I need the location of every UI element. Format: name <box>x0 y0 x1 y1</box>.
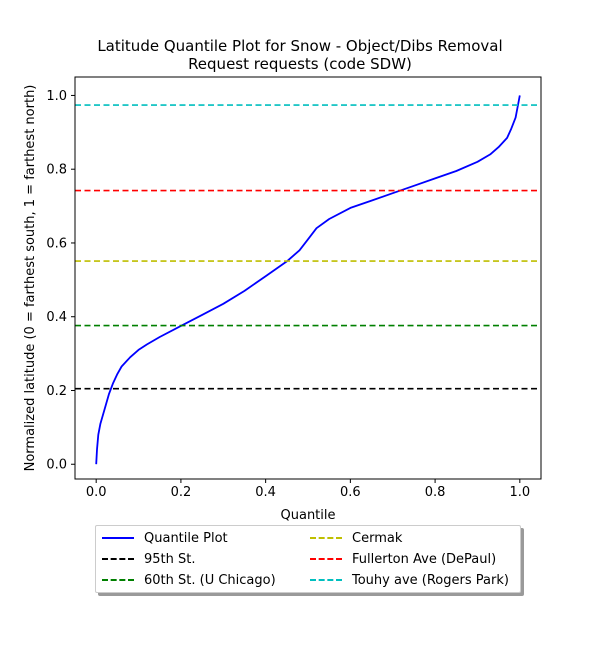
legend-swatch-fullerton <box>310 558 342 560</box>
y-tick-label: 1.0 <box>46 89 67 104</box>
legend-swatch-touhy <box>310 579 342 581</box>
legend-label: 60th St. (U Chicago) <box>144 572 276 588</box>
legend-item-touhy: Touhy ave (Rogers Park) <box>310 571 509 589</box>
legend-item-95th-st: 95th St. <box>102 550 196 568</box>
legend-swatch-cermak <box>310 537 342 539</box>
x-tick-label: 0.8 <box>425 485 446 500</box>
x-tick-label: 0.6 <box>340 485 361 500</box>
x-tick-label: 0.2 <box>171 485 192 500</box>
legend-item-quantile-plot: Quantile Plot <box>102 529 228 547</box>
legend-swatch-quantile-plot <box>102 537 134 539</box>
legend-label: 95th St. <box>144 551 196 567</box>
legend-swatch-60th-st <box>102 579 134 581</box>
y-tick-label: 0.2 <box>46 384 67 399</box>
legend-item-60th-st: 60th St. (U Chicago) <box>102 571 276 589</box>
plot-frame <box>74 76 542 480</box>
y-axis-label: Normalized latitude (0 = farthest south,… <box>23 85 38 472</box>
y-tick-label: 0.8 <box>46 163 67 178</box>
legend-swatch-95th-st <box>102 558 134 560</box>
series-line-quantile-plot <box>95 95 521 465</box>
x-tick-label: 1.0 <box>509 485 530 500</box>
y-tick-label: 0.4 <box>46 310 67 325</box>
x-axis-label: Quantile <box>281 508 336 523</box>
chart-title-line-2: Request requests (code SDW) <box>188 55 412 73</box>
legend-label: Quantile Plot <box>144 530 228 546</box>
chart-legend: Quantile Plot 95th St. 60th St. (U Chica… <box>95 525 521 593</box>
legend-item-fullerton: Fullerton Ave (DePaul) <box>310 550 496 568</box>
x-tick-label: 0.4 <box>255 485 276 500</box>
y-tick-label: 0.0 <box>46 458 67 473</box>
chart-title-line-1: Latitude Quantile Plot for Snow - Object… <box>97 37 503 55</box>
legend-label: Cermak <box>352 530 403 546</box>
legend-label: Touhy ave (Rogers Park) <box>352 572 509 588</box>
x-tick-label: 0.0 <box>86 485 107 500</box>
legend-item-cermak: Cermak <box>310 529 402 547</box>
legend-label: Fullerton Ave (DePaul) <box>352 551 497 567</box>
y-tick-label: 0.6 <box>46 236 67 251</box>
